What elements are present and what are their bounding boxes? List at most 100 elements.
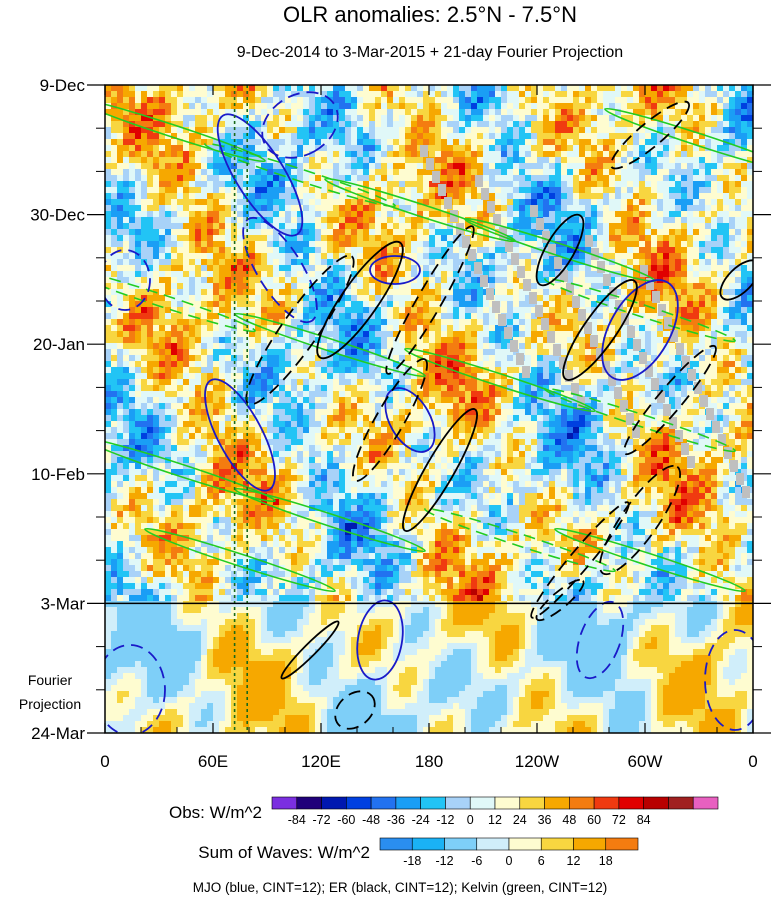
field-cell	[621, 199, 628, 206]
field-cell	[669, 163, 676, 170]
field-cell	[273, 181, 280, 188]
field-cell	[159, 247, 166, 254]
field-cell	[705, 277, 712, 284]
field-cell	[207, 253, 214, 260]
field-cell	[123, 85, 130, 92]
field-cell	[189, 217, 196, 224]
field-cell	[621, 271, 628, 278]
field-cell	[687, 169, 694, 176]
field-cell	[267, 157, 274, 164]
field-cell	[465, 193, 472, 200]
field-cell	[183, 97, 190, 104]
field-cell	[213, 211, 220, 218]
field-cell	[585, 199, 592, 206]
field-cell	[333, 145, 340, 152]
field-cell	[561, 325, 568, 332]
field-cell	[645, 355, 652, 362]
field-cell	[585, 259, 592, 266]
field-cell	[183, 223, 190, 230]
field-cell	[333, 157, 340, 164]
field-cell	[297, 163, 304, 170]
field-cell	[267, 259, 274, 266]
field-cell	[285, 337, 292, 344]
field-cell	[369, 91, 376, 98]
field-cell	[393, 199, 400, 206]
field-cell	[537, 325, 544, 332]
field-cell	[231, 355, 238, 362]
field-cell	[573, 325, 580, 332]
field-cell	[279, 175, 286, 182]
field-cell	[609, 133, 616, 140]
field-cell	[663, 355, 670, 362]
field-cell	[201, 289, 208, 296]
field-cell	[453, 325, 460, 332]
field-cell	[411, 277, 418, 284]
field-cell	[489, 247, 496, 254]
field-cell	[321, 103, 328, 110]
field-cell	[159, 211, 166, 218]
field-cell	[543, 355, 550, 362]
field-cell	[597, 319, 604, 326]
field-cell	[195, 259, 202, 266]
field-cell	[237, 277, 244, 284]
field-cell	[267, 85, 274, 92]
field-cell	[663, 277, 670, 284]
field-cell	[399, 289, 406, 296]
field-cell	[393, 349, 400, 356]
field-cell	[705, 199, 712, 206]
field-cell	[135, 259, 142, 266]
field-cell	[261, 211, 268, 218]
field-cell	[309, 355, 316, 362]
field-cell	[495, 277, 502, 284]
field-cell	[141, 361, 148, 368]
field-cell	[657, 331, 664, 338]
field-cell	[549, 127, 556, 134]
field-cell	[687, 229, 694, 236]
field-cell	[675, 151, 682, 158]
field-cell	[639, 145, 646, 152]
field-cell	[213, 313, 220, 320]
field-cell	[651, 319, 658, 326]
field-cell	[111, 115, 118, 122]
field-cell	[465, 319, 472, 326]
field-cell	[291, 265, 298, 272]
field-cell	[117, 145, 124, 152]
field-cell	[333, 319, 340, 326]
field-cell	[177, 199, 184, 206]
field-cell	[531, 271, 538, 278]
field-cell	[621, 145, 628, 152]
field-cell	[201, 199, 208, 206]
field-cell	[519, 235, 526, 242]
field-cell	[393, 97, 400, 104]
field-cell	[237, 223, 244, 230]
field-cell	[381, 211, 388, 218]
field-cell	[195, 361, 202, 368]
field-cell	[705, 97, 712, 104]
field-cell	[663, 259, 670, 266]
field-cell	[267, 265, 274, 272]
field-cell	[639, 217, 646, 224]
field-cell	[243, 343, 250, 350]
field-cell	[495, 259, 502, 266]
field-cell	[675, 247, 682, 254]
field-cell	[111, 289, 118, 296]
field-cell	[693, 211, 700, 218]
field-cell	[567, 265, 574, 272]
field-cell	[105, 241, 112, 248]
field-cell	[621, 295, 628, 302]
field-cell	[135, 253, 142, 260]
field-cell	[441, 217, 448, 224]
field-cell	[453, 313, 460, 320]
field-cell	[183, 343, 190, 350]
field-cell	[471, 283, 478, 290]
field-cell	[639, 85, 646, 92]
field-cell	[495, 103, 502, 110]
field-cell	[699, 85, 706, 92]
field-cell	[213, 175, 220, 182]
field-cell	[429, 121, 436, 128]
field-cell	[129, 229, 136, 236]
field-cell	[429, 223, 436, 230]
field-cell	[183, 289, 190, 296]
field-cell	[495, 157, 502, 164]
field-cell	[567, 127, 574, 134]
